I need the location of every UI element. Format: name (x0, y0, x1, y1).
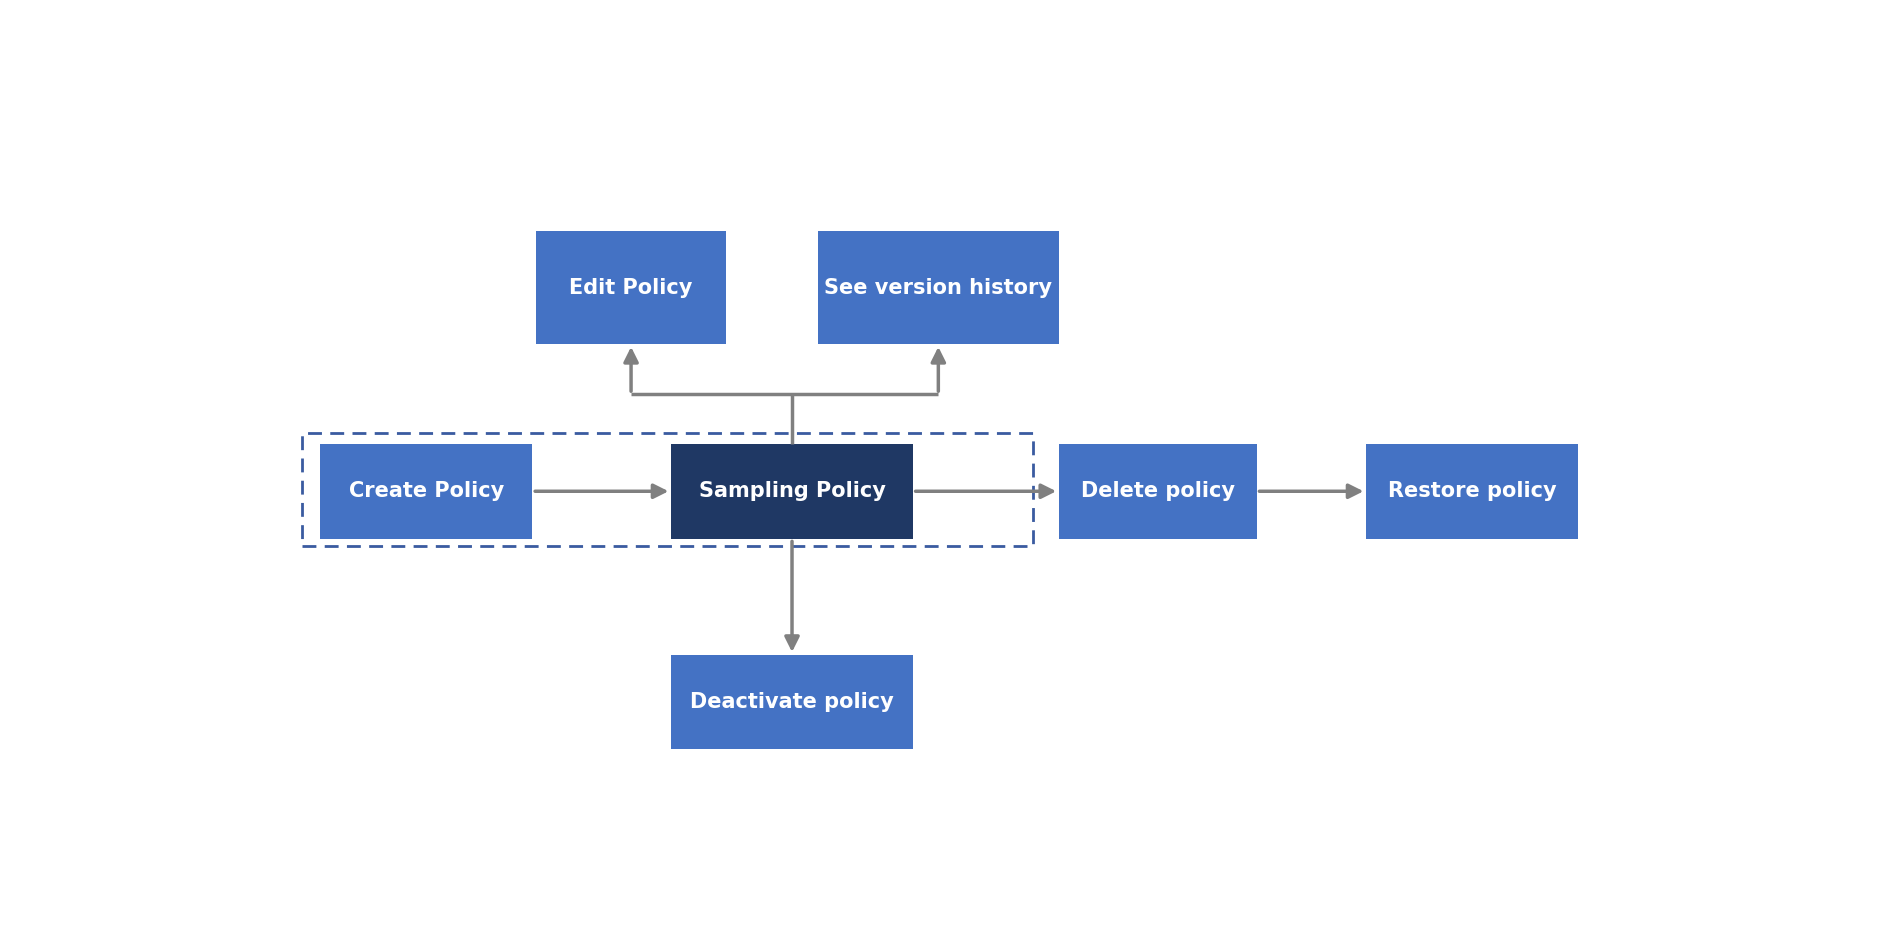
FancyBboxPatch shape (818, 231, 1059, 344)
Text: Sampling Policy: Sampling Policy (699, 481, 885, 501)
FancyBboxPatch shape (321, 444, 532, 538)
Text: Delete policy: Delete policy (1080, 481, 1235, 501)
Text: Create Policy: Create Policy (349, 481, 504, 501)
FancyBboxPatch shape (1059, 444, 1257, 538)
Text: Restore policy: Restore policy (1388, 481, 1558, 501)
FancyBboxPatch shape (672, 655, 912, 750)
Bar (302, 433, 1033, 546)
Text: Edit Policy: Edit Policy (570, 278, 693, 297)
FancyBboxPatch shape (672, 444, 912, 538)
Text: See version history: See version history (825, 278, 1052, 297)
FancyBboxPatch shape (1367, 444, 1578, 538)
Text: Deactivate policy: Deactivate policy (691, 692, 893, 712)
FancyBboxPatch shape (536, 231, 727, 344)
